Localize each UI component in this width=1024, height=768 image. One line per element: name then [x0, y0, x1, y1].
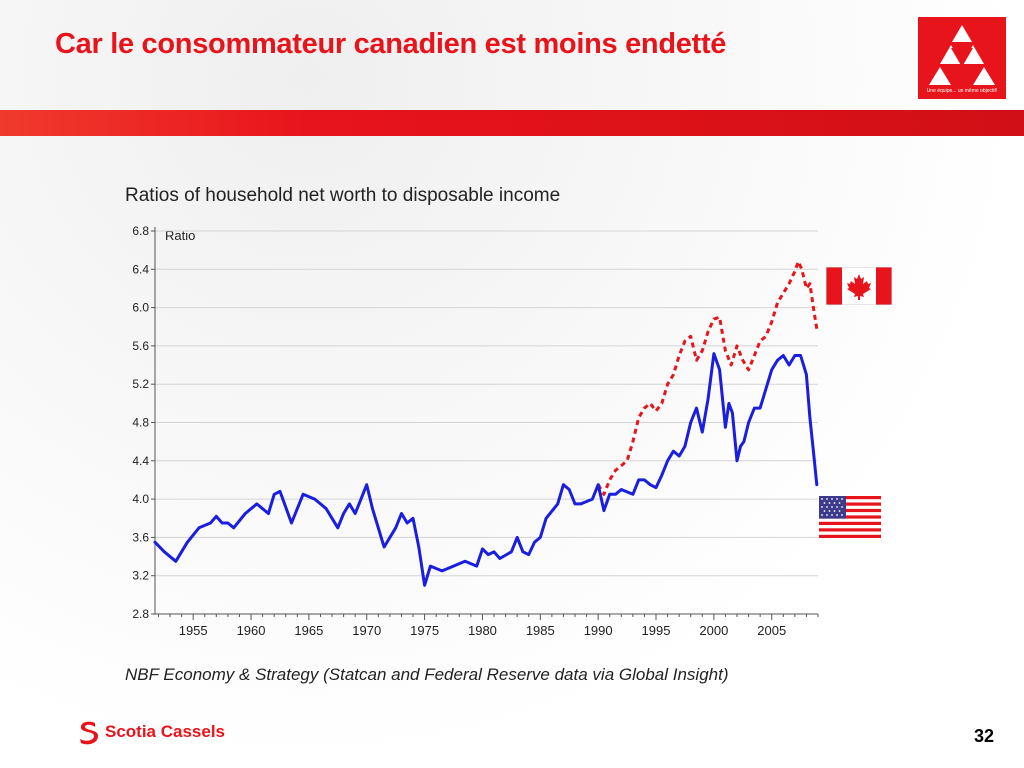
x-tick-label: 1985 — [526, 623, 555, 638]
united-states-flag-icon — [819, 496, 881, 538]
grid-lines — [155, 230, 818, 615]
y-tick-label: 4.4 — [132, 454, 149, 468]
y-tick-label: 6.8 — [132, 224, 149, 238]
y-tick-label: 4.0 — [132, 492, 149, 506]
axes: 2.8 3.2 3.6 4.0 4.4 4.8 5.2 5.6 6.0 6.4 6.8 1955 196… — [132, 224, 819, 638]
x-tick-label: 1980 — [468, 623, 497, 638]
page-number: 32 — [973, 726, 994, 746]
slide-title: Car le consommateur canadien est moins e… — [55, 28, 727, 60]
canada-flag-icon — [826, 267, 892, 305]
footer-logo: Scotia Cassels — [77, 718, 225, 746]
x-tick-label: 1975 — [410, 623, 439, 638]
footer-brand: Scotia Cassels — [105, 722, 226, 741]
x-tick-label: 1955 — [179, 623, 208, 638]
series-line-united-states — [153, 352, 819, 587]
x-tick-label: 1970 — [352, 623, 381, 638]
x-tick-label: 1990 — [584, 623, 613, 638]
header-band — [0, 110, 1024, 136]
chart-title: Ratios of household net worth to disposa… — [125, 185, 560, 206]
x-tick-label: 1995 — [642, 623, 671, 638]
x-tick-label: 1960 — [237, 623, 266, 638]
scotia-s-icon — [80, 721, 98, 745]
x-tick-label: 1965 — [294, 623, 323, 638]
y-tick-label: 2.8 — [132, 607, 149, 621]
x-tick-label: 2000 — [699, 623, 728, 638]
y-tick-label: 3.2 — [132, 569, 149, 583]
company-logo: Une équipe... un même objectif! — [918, 17, 1006, 99]
y-tick-label: 3.6 — [132, 530, 149, 544]
y-tick-label: 5.2 — [132, 377, 149, 391]
x-tick-label: 2005 — [757, 623, 786, 638]
y-tick-label: 5.6 — [132, 339, 149, 353]
y-tick-label: 4.8 — [132, 416, 149, 430]
series-lines — [153, 260, 819, 587]
y-axis-label: Ratio — [165, 228, 195, 243]
series-line-canada — [596, 260, 819, 496]
y-tick-label: 6.4 — [132, 262, 149, 276]
y-tick-label: 6.0 — [132, 301, 149, 315]
chart-source: NBF Economy & Strategy (Statcan and Fede… — [125, 665, 728, 684]
logo-tagline: Une équipe... un même objectif! — [926, 88, 998, 94]
